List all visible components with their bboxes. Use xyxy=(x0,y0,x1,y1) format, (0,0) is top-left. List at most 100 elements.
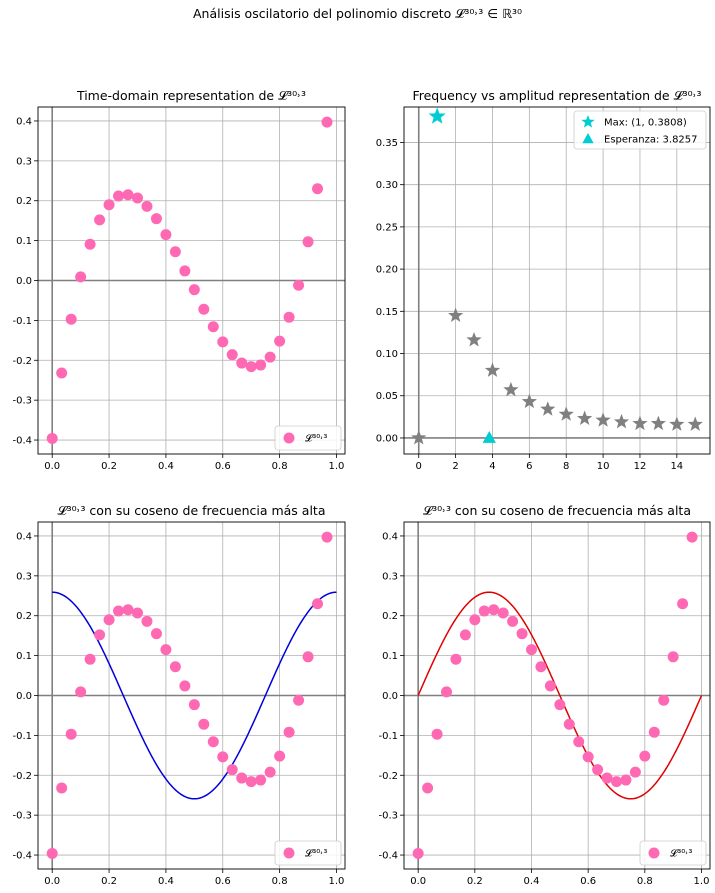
star-marker xyxy=(558,406,574,421)
x-tick-label: 2 xyxy=(452,461,458,472)
data-point xyxy=(658,694,670,706)
y-tick-label: -0.2 xyxy=(12,356,32,367)
y-tick-label: -0.4 xyxy=(12,851,32,862)
data-point xyxy=(516,628,528,640)
star-marker xyxy=(650,415,666,431)
x-tick-label: 0.4 xyxy=(158,876,174,887)
y-tick-label: 0.3 xyxy=(16,156,32,167)
plot-area xyxy=(412,531,703,859)
axes-frame xyxy=(403,521,711,870)
y-tick-label: 0.4 xyxy=(16,116,32,127)
data-point xyxy=(84,653,96,665)
data-point xyxy=(686,531,698,543)
data-point xyxy=(302,236,314,248)
data-point xyxy=(56,367,68,379)
x-tick-label: 8 xyxy=(563,461,569,472)
data-point xyxy=(544,680,556,692)
data-point xyxy=(535,661,547,673)
panel-title: 𝓛³⁰˒³ con su coseno de frecuencia más al… xyxy=(423,503,691,518)
legend-box xyxy=(274,840,342,866)
data-point xyxy=(293,694,305,706)
star-marker xyxy=(632,415,648,431)
panel-title: 𝓛³⁰˒³ con su coseno de frecuencia más al… xyxy=(58,503,326,518)
data-point xyxy=(321,116,333,128)
legend-label: 𝓛³⁰˒³ xyxy=(305,848,327,860)
star-marker xyxy=(503,381,519,397)
y-tick-label: 0.3 xyxy=(16,571,32,582)
figure-suptitle: Análisis oscilatorio del polinomio discr… xyxy=(193,6,522,21)
y-tick-label: 0.15 xyxy=(376,307,398,318)
chart-panel-4: 0.0 0.2 0.4 0.6 0.8 1.0 -0.4 -0.3 -0.2 -0.1 0.0 0.1… xyxy=(378,503,711,887)
legend-box xyxy=(573,110,707,150)
data-point xyxy=(65,313,77,325)
panel-title: Frequency vs amplitud representation de … xyxy=(412,88,701,103)
y-tick-label: 0.1 xyxy=(16,236,32,247)
data-point xyxy=(75,271,87,283)
data-point xyxy=(441,686,452,698)
legend-box xyxy=(274,425,342,451)
data-point xyxy=(131,607,143,619)
legend-label-expectation: Esperanza: 3.8257 xyxy=(604,135,698,146)
x-tick-label: 0.4 xyxy=(524,876,540,887)
y-tick-label: 0.25 xyxy=(376,222,398,233)
y-tick-label: 0.2 xyxy=(16,611,32,622)
data-point xyxy=(312,598,324,610)
y-tick-label: -0.1 xyxy=(378,731,398,742)
data-point xyxy=(563,718,575,730)
data-point xyxy=(639,750,651,762)
y-tick-label: -0.4 xyxy=(12,436,32,447)
data-point xyxy=(236,772,248,784)
data-point xyxy=(459,629,471,641)
data-point xyxy=(582,751,594,763)
y-tick-label: -0.3 xyxy=(12,811,32,822)
chart-panel-3: 0.0 0.2 0.4 0.6 0.8 1.0 -0.4 -0.3 -0.2 -0.1 0.0 0.1… xyxy=(12,503,346,887)
data-point xyxy=(198,303,210,315)
y-tick-label: -0.2 xyxy=(378,771,398,782)
y-tick-label: 0.35 xyxy=(376,138,398,149)
legend-expectation-triangle-icon xyxy=(582,133,594,144)
y-tick-label: 0.00 xyxy=(376,433,398,444)
data-point xyxy=(312,183,324,195)
data-point xyxy=(601,772,613,784)
x-tick-label: 0.0 xyxy=(44,461,60,472)
y-tick-label: -0.3 xyxy=(378,811,398,822)
star-marker xyxy=(687,416,703,431)
y-tick-label: -0.3 xyxy=(12,396,32,407)
legend-label: 𝓛³⁰˒³ xyxy=(305,433,327,445)
y-tick-label: 0.05 xyxy=(376,391,398,402)
star-marker xyxy=(595,412,611,427)
panel-title: Time-domain representation de 𝓛³⁰˒³ xyxy=(76,88,306,103)
data-point xyxy=(207,321,219,333)
y-tick-label: 0.10 xyxy=(376,349,398,360)
y-tick-label: -0.2 xyxy=(12,771,32,782)
data-point xyxy=(198,718,210,730)
data-point xyxy=(469,614,481,626)
x-tick-label: 0.6 xyxy=(215,461,231,472)
data-point xyxy=(103,199,115,211)
x-tick-label: 1.0 xyxy=(694,876,710,887)
legend-point-icon xyxy=(283,847,295,859)
plot-area xyxy=(46,116,333,444)
data-point xyxy=(497,607,509,619)
data-point xyxy=(412,847,424,859)
data-point xyxy=(302,651,314,663)
x-tick-label: 1.0 xyxy=(329,876,345,887)
y-tick-label: 0.1 xyxy=(16,651,32,662)
x-tick-label: 0.6 xyxy=(580,876,596,887)
data-point xyxy=(150,213,162,225)
x-tick-label: 0.2 xyxy=(101,461,117,472)
y-tick-label: 0.4 xyxy=(382,531,398,542)
legend-label: 𝓛³⁰˒³ xyxy=(670,848,692,860)
y-tick-label: 0.1 xyxy=(382,651,398,662)
data-point xyxy=(65,728,77,740)
data-point xyxy=(255,359,267,371)
x-tick-label: 0 xyxy=(416,461,422,472)
x-tick-label: 0.2 xyxy=(467,876,483,887)
y-tick-label: 0.2 xyxy=(382,611,398,622)
data-point xyxy=(264,351,276,363)
y-tick-label: 0.2 xyxy=(16,196,32,207)
data-point xyxy=(431,728,443,740)
star-marker xyxy=(448,307,464,323)
x-tick-label: 0.8 xyxy=(272,876,288,887)
x-tick-label: 1.0 xyxy=(329,461,345,472)
